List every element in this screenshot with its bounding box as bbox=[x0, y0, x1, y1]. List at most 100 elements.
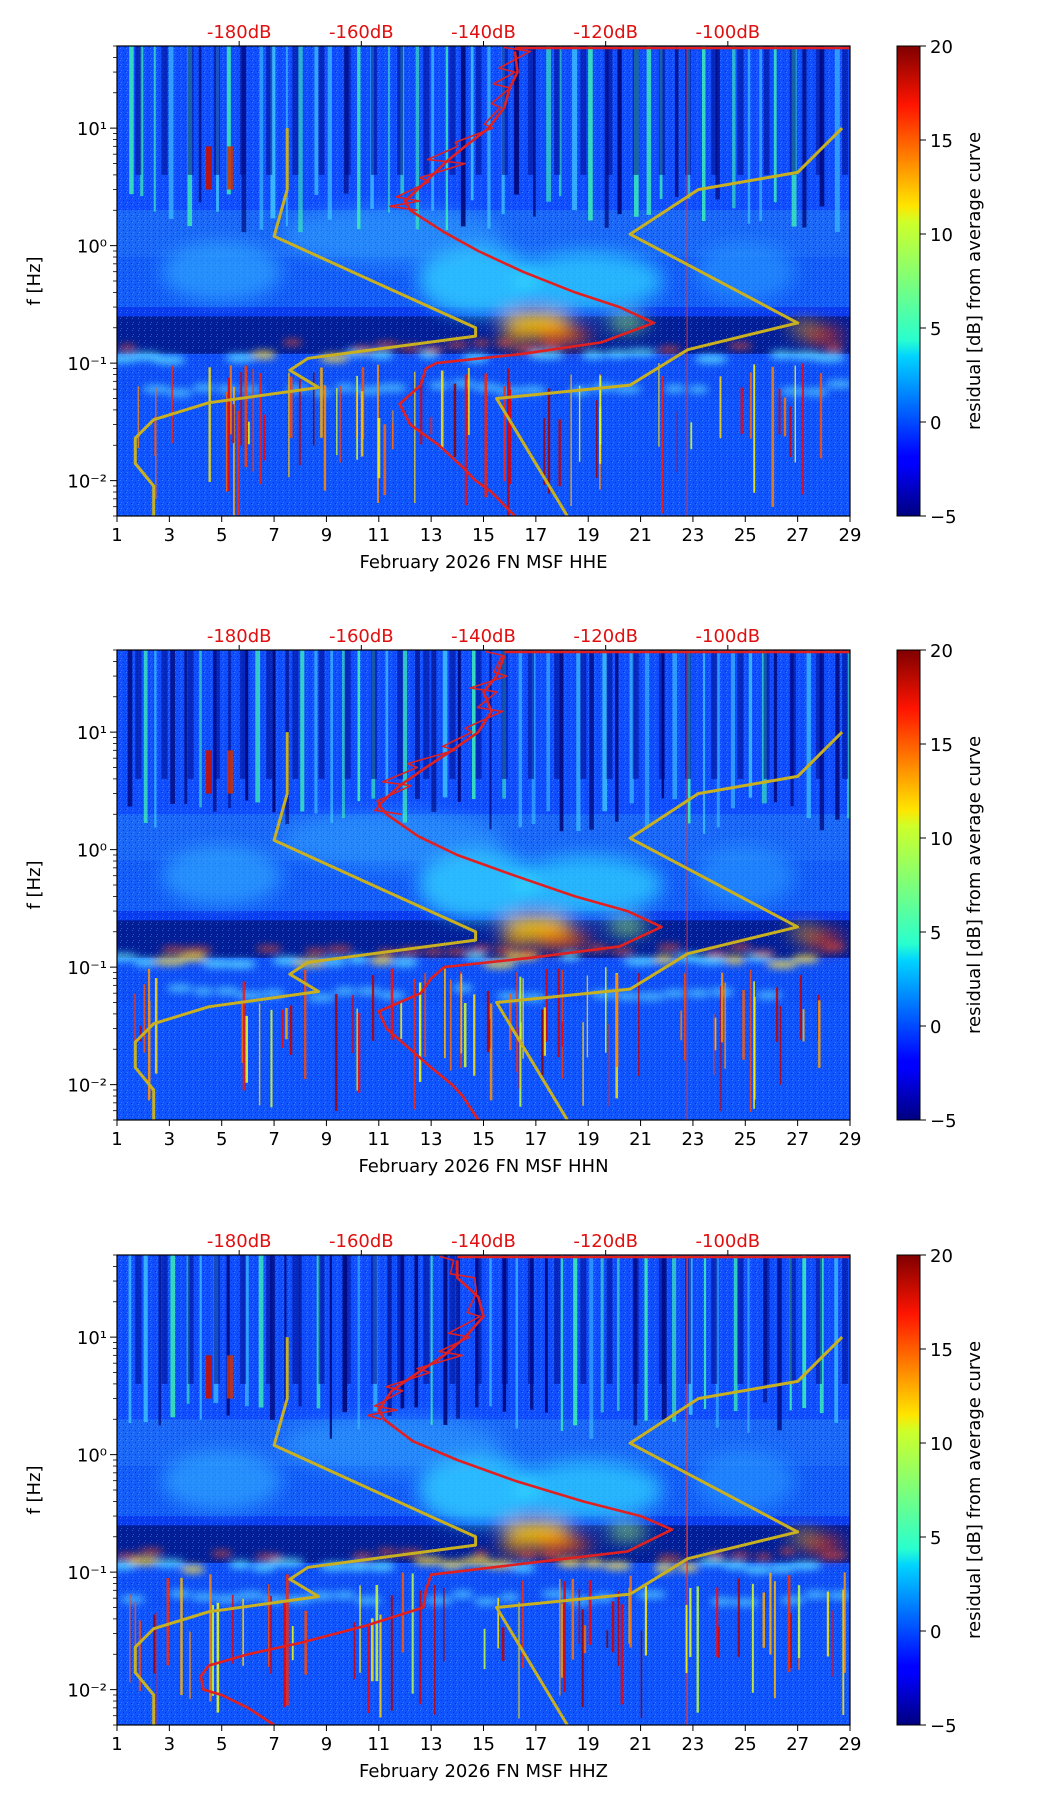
night-gap bbox=[161, 650, 168, 779]
spike bbox=[211, 1604, 214, 1696]
spike bbox=[545, 968, 548, 1042]
night-gap bbox=[423, 650, 430, 779]
y-tick-label: 10¹ bbox=[77, 119, 107, 140]
night-gap bbox=[763, 650, 770, 779]
dash bbox=[377, 1549, 397, 1556]
spike bbox=[156, 1612, 158, 1725]
spike bbox=[713, 1013, 715, 1075]
night-gap bbox=[397, 650, 404, 779]
reference-curves bbox=[133, 46, 850, 516]
spike bbox=[444, 968, 446, 1059]
x-tick-label: 25 bbox=[734, 1129, 757, 1150]
spike bbox=[742, 989, 745, 1060]
x-tick-label: 19 bbox=[577, 525, 600, 546]
night-gap bbox=[606, 1255, 613, 1384]
spike bbox=[503, 386, 506, 482]
x-tick-label: 11 bbox=[367, 525, 390, 546]
stripe bbox=[245, 650, 249, 801]
stripe bbox=[357, 650, 361, 802]
colorbar-tick-label: 5 bbox=[930, 1528, 941, 1549]
stripe bbox=[703, 1255, 707, 1410]
night-gap bbox=[397, 46, 404, 175]
dash bbox=[254, 1554, 283, 1561]
night-gap bbox=[292, 650, 299, 779]
top-tick-label: -180dB bbox=[207, 1231, 272, 1252]
night-gap bbox=[187, 1255, 194, 1384]
night-gap bbox=[632, 1255, 639, 1384]
top-tick-label: -160dB bbox=[329, 1231, 394, 1252]
spike bbox=[413, 979, 416, 1110]
spike bbox=[543, 418, 545, 486]
dash bbox=[623, 348, 658, 357]
spike bbox=[371, 975, 375, 1041]
spike bbox=[352, 995, 354, 1053]
lowfreq-spikes bbox=[137, 363, 823, 516]
dash bbox=[769, 350, 795, 359]
stripe bbox=[329, 1255, 332, 1439]
dash bbox=[472, 1550, 490, 1557]
dash bbox=[602, 1561, 632, 1570]
stripe bbox=[715, 46, 720, 200]
spike bbox=[263, 414, 266, 461]
top-tick-label: -180dB bbox=[207, 22, 272, 43]
dash bbox=[517, 950, 539, 957]
x-tick-label: 29 bbox=[839, 525, 862, 546]
stripe bbox=[573, 1255, 578, 1426]
blob-9 bbox=[695, 241, 796, 302]
reference-curves bbox=[133, 650, 850, 1120]
stripe bbox=[153, 46, 156, 212]
dash bbox=[152, 355, 187, 364]
stripe bbox=[199, 650, 202, 808]
colorbar-tick-label: 15 bbox=[930, 735, 953, 756]
night-gap bbox=[370, 650, 377, 779]
night-gap bbox=[370, 46, 377, 175]
dash bbox=[804, 1590, 828, 1599]
stripe bbox=[170, 650, 176, 804]
night-gap bbox=[606, 650, 613, 779]
blob-3 bbox=[532, 932, 593, 949]
dash bbox=[635, 1590, 667, 1599]
dash bbox=[663, 989, 686, 998]
spike bbox=[753, 364, 756, 493]
night-gap bbox=[240, 46, 247, 175]
night-gap bbox=[815, 650, 822, 779]
spike bbox=[826, 1591, 830, 1657]
night-gap bbox=[842, 650, 849, 779]
night-gap bbox=[240, 650, 247, 779]
night-gap bbox=[580, 46, 587, 175]
dash bbox=[656, 944, 682, 951]
stripe bbox=[600, 1255, 604, 1413]
mean-psd-jitter bbox=[374, 650, 508, 816]
spike bbox=[802, 1009, 805, 1042]
spike bbox=[543, 1007, 546, 1056]
dash bbox=[201, 959, 232, 968]
x-tick-label: 21 bbox=[629, 1734, 652, 1755]
dash bbox=[820, 1552, 849, 1559]
spike bbox=[690, 422, 693, 450]
stripe bbox=[226, 1255, 230, 1416]
spike bbox=[720, 972, 724, 1043]
spike bbox=[661, 376, 664, 514]
x-tick-label: 13 bbox=[420, 1129, 443, 1150]
spike bbox=[775, 987, 779, 1042]
colorbar-label: residual [dB] from average curve bbox=[964, 1341, 985, 1639]
colorbar: −5 0 5 10 15 20 residual [dB] from average cur… bbox=[896, 641, 985, 1132]
spike bbox=[232, 404, 235, 444]
y-tick-label: 10⁻¹ bbox=[67, 958, 107, 979]
reference-curves bbox=[133, 1255, 850, 1725]
spike bbox=[189, 1631, 191, 1699]
spike bbox=[375, 1584, 379, 1682]
night-gap bbox=[685, 1255, 692, 1384]
dash bbox=[769, 1564, 795, 1573]
spike bbox=[414, 371, 416, 504]
spike bbox=[283, 1602, 286, 1708]
dash bbox=[119, 1595, 146, 1604]
colorbar-gradient bbox=[896, 45, 921, 517]
x-axis-label: February 2026 FN MSF HHZ bbox=[359, 1761, 608, 1782]
event-line bbox=[686, 650, 688, 1120]
stripe bbox=[773, 46, 777, 203]
dash bbox=[423, 346, 445, 353]
spike bbox=[320, 367, 323, 438]
colorbar-tick-label: 20 bbox=[930, 641, 953, 662]
spike bbox=[460, 973, 463, 1054]
